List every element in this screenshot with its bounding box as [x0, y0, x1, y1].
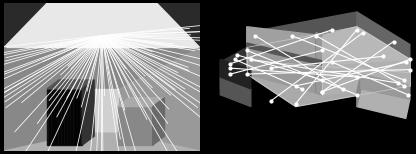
Polygon shape [220, 47, 247, 89]
Bar [71, 90, 72, 144]
Polygon shape [86, 89, 118, 151]
Polygon shape [357, 12, 410, 59]
Polygon shape [47, 80, 94, 89]
Polygon shape [118, 47, 200, 151]
Polygon shape [361, 74, 410, 99]
Polygon shape [82, 80, 94, 145]
Polygon shape [153, 98, 164, 145]
Polygon shape [247, 47, 322, 95]
Polygon shape [220, 59, 251, 89]
Polygon shape [4, 3, 47, 47]
Polygon shape [4, 3, 200, 47]
Polygon shape [118, 98, 164, 107]
Bar [77, 90, 79, 144]
Polygon shape [220, 77, 251, 107]
Bar [68, 90, 69, 144]
Polygon shape [357, 74, 361, 107]
Bar [74, 90, 76, 144]
Polygon shape [47, 89, 82, 145]
Polygon shape [316, 33, 322, 95]
Bar [52, 90, 54, 144]
Polygon shape [247, 27, 410, 107]
Bar [59, 90, 60, 144]
Polygon shape [322, 27, 410, 65]
Polygon shape [357, 89, 410, 118]
Polygon shape [118, 107, 153, 145]
Bar [49, 90, 50, 144]
Polygon shape [157, 3, 200, 47]
Bar [65, 90, 66, 144]
Polygon shape [322, 59, 410, 95]
Polygon shape [316, 33, 322, 95]
Polygon shape [247, 27, 322, 65]
Bar [62, 90, 63, 144]
Polygon shape [247, 12, 357, 47]
Polygon shape [4, 47, 86, 151]
Polygon shape [4, 133, 200, 151]
Bar [55, 90, 57, 144]
Polygon shape [247, 43, 322, 65]
